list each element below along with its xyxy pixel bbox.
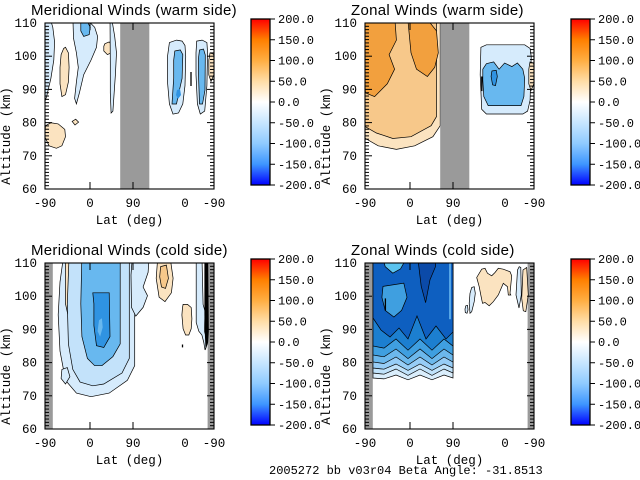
svg-text:150.0: 150.0 (278, 274, 314, 288)
svg-text:100.0: 100.0 (278, 55, 314, 69)
svg-text:100: 100 (334, 290, 357, 304)
svg-text:Lat (deg): Lat (deg) (416, 454, 484, 468)
svg-text:Zonal Winds (cold side): Zonal Winds (cold side) (351, 242, 515, 259)
svg-text:60: 60 (342, 423, 357, 437)
svg-text:-50.0: -50.0 (598, 357, 634, 371)
svg-text:100: 100 (14, 290, 37, 304)
svg-text:-90: -90 (523, 197, 546, 211)
svg-text:50.0: 50.0 (278, 75, 307, 89)
svg-text:200.0: 200.0 (598, 253, 634, 267)
svg-text:0.0: 0.0 (278, 96, 300, 110)
svg-text:150.0: 150.0 (278, 34, 314, 48)
svg-text:0: 0 (406, 437, 414, 451)
svg-text:70: 70 (22, 390, 37, 404)
svg-text:110: 110 (14, 17, 37, 31)
svg-text:0: 0 (406, 197, 414, 211)
svg-text:Lat (deg): Lat (deg) (96, 454, 164, 468)
svg-text:-200.0: -200.0 (598, 179, 640, 193)
svg-text:Lat (deg): Lat (deg) (416, 214, 484, 228)
svg-text:200.0: 200.0 (598, 13, 634, 27)
svg-text:90: 90 (445, 437, 460, 451)
svg-text:0: 0 (181, 437, 189, 451)
svg-text:0: 0 (86, 437, 94, 451)
svg-text:-90: -90 (203, 437, 226, 451)
svg-text:-50.0: -50.0 (278, 117, 314, 131)
svg-text:-50.0: -50.0 (278, 357, 314, 371)
svg-text:-200.0: -200.0 (278, 419, 320, 433)
svg-text:150.0: 150.0 (598, 274, 634, 288)
svg-text:Meridional Winds (warm side): Meridional Winds (warm side) (31, 2, 237, 19)
svg-text:Altitude (km): Altitude (km) (320, 327, 334, 425)
svg-text:90: 90 (22, 323, 37, 337)
svg-text:0.0: 0.0 (598, 336, 620, 350)
svg-text:-90: -90 (34, 437, 57, 451)
svg-text:100: 100 (334, 50, 357, 64)
svg-text:90: 90 (125, 197, 140, 211)
svg-text:Altitude (km): Altitude (km) (320, 87, 334, 185)
svg-text:80: 80 (22, 357, 37, 371)
svg-text:-150.0: -150.0 (598, 158, 640, 172)
svg-text:150.0: 150.0 (598, 34, 634, 48)
svg-text:100.0: 100.0 (598, 295, 634, 309)
svg-text:-50.0: -50.0 (598, 117, 634, 131)
svg-text:Altitude (km): Altitude (km) (0, 87, 14, 185)
svg-text:Meridional Winds (cold side): Meridional Winds (cold side) (31, 242, 228, 259)
svg-text:60: 60 (342, 183, 357, 197)
svg-text:-90: -90 (354, 437, 377, 451)
svg-text:80: 80 (22, 117, 37, 131)
svg-text:-150.0: -150.0 (598, 398, 640, 412)
svg-text:90: 90 (125, 437, 140, 451)
svg-text:0: 0 (501, 437, 509, 451)
svg-text:100: 100 (14, 50, 37, 64)
svg-text:50.0: 50.0 (598, 315, 627, 329)
svg-text:Zonal Winds (warm side): Zonal Winds (warm side) (351, 2, 524, 19)
svg-text:0.0: 0.0 (598, 96, 620, 110)
svg-text:Lat (deg): Lat (deg) (96, 214, 164, 228)
svg-text:-100.0: -100.0 (598, 378, 640, 392)
svg-text:0: 0 (501, 197, 509, 211)
svg-text:-150.0: -150.0 (278, 158, 320, 172)
svg-text:-100.0: -100.0 (598, 138, 640, 152)
svg-text:110: 110 (334, 257, 357, 271)
svg-text:110: 110 (334, 17, 357, 31)
svg-text:0: 0 (86, 197, 94, 211)
svg-text:100.0: 100.0 (598, 55, 634, 69)
svg-text:-150.0: -150.0 (278, 398, 320, 412)
svg-text:70: 70 (22, 150, 37, 164)
svg-text:90: 90 (342, 83, 357, 97)
svg-text:-90: -90 (354, 197, 377, 211)
svg-text:Altitude (km): Altitude (km) (0, 327, 14, 425)
svg-text:200.0: 200.0 (278, 13, 314, 27)
svg-text:90: 90 (22, 83, 37, 97)
svg-text:110: 110 (14, 257, 37, 271)
svg-text:50.0: 50.0 (278, 315, 307, 329)
svg-text:80: 80 (342, 117, 357, 131)
svg-text:-100.0: -100.0 (278, 378, 320, 392)
svg-text:-90: -90 (203, 197, 226, 211)
svg-text:60: 60 (22, 423, 37, 437)
svg-text:200.0: 200.0 (278, 253, 314, 267)
svg-text:-200.0: -200.0 (278, 179, 320, 193)
svg-text:50.0: 50.0 (598, 75, 627, 89)
svg-text:0: 0 (181, 197, 189, 211)
svg-text:70: 70 (342, 150, 357, 164)
svg-text:-100.0: -100.0 (278, 138, 320, 152)
svg-text:80: 80 (342, 357, 357, 371)
svg-text:100.0: 100.0 (278, 295, 314, 309)
svg-text:0.0: 0.0 (278, 336, 300, 350)
svg-text:-90: -90 (34, 197, 57, 211)
svg-text:90: 90 (342, 323, 357, 337)
svg-text:60: 60 (22, 183, 37, 197)
svg-text:70: 70 (342, 390, 357, 404)
svg-text:90: 90 (445, 197, 460, 211)
svg-text:-90: -90 (523, 437, 546, 451)
svg-text:-200.0: -200.0 (598, 419, 640, 433)
